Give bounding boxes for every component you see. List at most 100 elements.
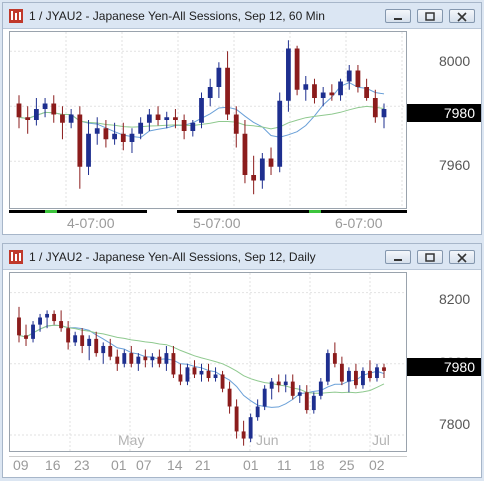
candle-body [259,158,265,181]
date-label: 01 [111,457,127,473]
candle-body [52,313,57,322]
date-label: 11 [277,457,292,473]
candle-body [86,133,91,167]
candle-body [320,92,326,98]
candle-body [329,92,335,96]
title-bar[interactable]: 1 / JYAU2 - Japanese Yen-All Sessions, S… [3,3,481,29]
time-axis-daily[interactable]: 09 16 23 01 07 14 21 01 11 18 25 02 [9,452,407,476]
candle-body [178,374,183,382]
candle-body [233,114,239,134]
price-plot-60min[interactable] [9,31,407,209]
candle-body [60,114,65,123]
candle-body [242,133,248,175]
candle-body [45,313,50,318]
candle-body [190,122,196,131]
close-icon [457,253,467,263]
maximize-icon [425,253,435,262]
month-label: May [118,432,144,448]
minimize-button[interactable] [385,250,411,264]
candle-body [364,87,370,98]
maximize-button[interactable] [417,9,443,23]
date-label: 23 [74,457,90,473]
candle-body [325,353,330,382]
candle-body [220,374,225,389]
candle-body [164,353,169,364]
date-label: 25 [339,457,355,473]
candle-body [318,381,323,396]
candle-body [33,109,39,120]
candle-body [120,133,126,142]
candle-body [213,374,218,379]
price-tick-label: 7960 [439,157,471,173]
time-label: 5-07:00 [193,215,241,231]
minimize-icon [394,259,402,261]
price-tick-label: 7800 [439,416,471,432]
candle-body [146,114,152,123]
candle-body [42,103,48,109]
date-label: 21 [195,457,211,473]
candle-body [16,103,22,118]
candle-body [268,158,274,167]
month-label: Jun [256,432,279,448]
time-axis-60min[interactable]: 4-07:00 5-07:00 6-07:00 [9,209,407,233]
close-icon [457,12,467,22]
candle-body [136,356,141,364]
candle-body [234,406,239,432]
chart-window-60min: 1 / JYAU2 - Japanese Yen-All Sessions, S… [2,2,482,235]
candle-body [225,67,230,115]
minimize-button[interactable] [385,9,411,23]
candle-body [303,84,309,90]
candle-body [294,48,300,90]
last-price-marker: 7980 [407,358,481,376]
candle-body [286,48,291,101]
date-label: 16 [45,457,61,473]
candle-body [68,114,74,123]
candle-body [51,103,57,115]
candle-body [283,381,288,386]
candle-body [227,388,232,407]
candle-body [312,84,317,98]
price-plot-daily[interactable]: May Jun Jul [9,272,407,452]
candle-body [346,70,352,82]
candle-body [108,345,113,357]
candle-body [87,338,92,346]
candle-body [181,120,187,131]
moving-average-slow [18,324,385,394]
last-price-marker: 7980 [407,104,481,122]
candle-body [311,395,316,411]
candle-body [241,431,246,439]
candle-body [101,345,106,354]
title-bar[interactable]: 1 / JYAU2 - Japanese Yen-All Sessions, S… [3,244,481,270]
close-button[interactable] [449,9,475,23]
candle-body [122,353,127,364]
close-button[interactable] [449,250,475,264]
candle-body [115,356,120,364]
date-label: 18 [309,457,325,473]
window-title: 1 / JYAU2 - Japanese Yen-All Sessions, S… [29,250,316,264]
candle-body [304,392,309,411]
chart-app-icon [9,9,23,23]
candle-body [129,133,135,142]
candle-body [94,338,99,354]
candle-body [192,367,197,375]
maximize-icon [425,12,435,21]
date-axis-row [9,456,407,475]
candle-body [262,388,267,407]
time-label: 6-07:00 [335,215,383,231]
candle-body [66,328,71,343]
candle-body [207,87,213,98]
candle-body [31,324,35,339]
candle-body [206,370,211,379]
candle-body [157,356,162,364]
price-tick-label: 8000 [439,53,471,69]
candle-body [269,381,274,389]
candle-body [338,81,343,96]
candle-body [103,128,109,140]
candle-body [173,117,178,120]
candle-body [164,117,170,120]
session-bar [9,210,407,213]
chart-app-icon [9,250,23,264]
candle-body [24,335,28,339]
maximize-button[interactable] [417,250,443,264]
candle-body [382,367,386,371]
